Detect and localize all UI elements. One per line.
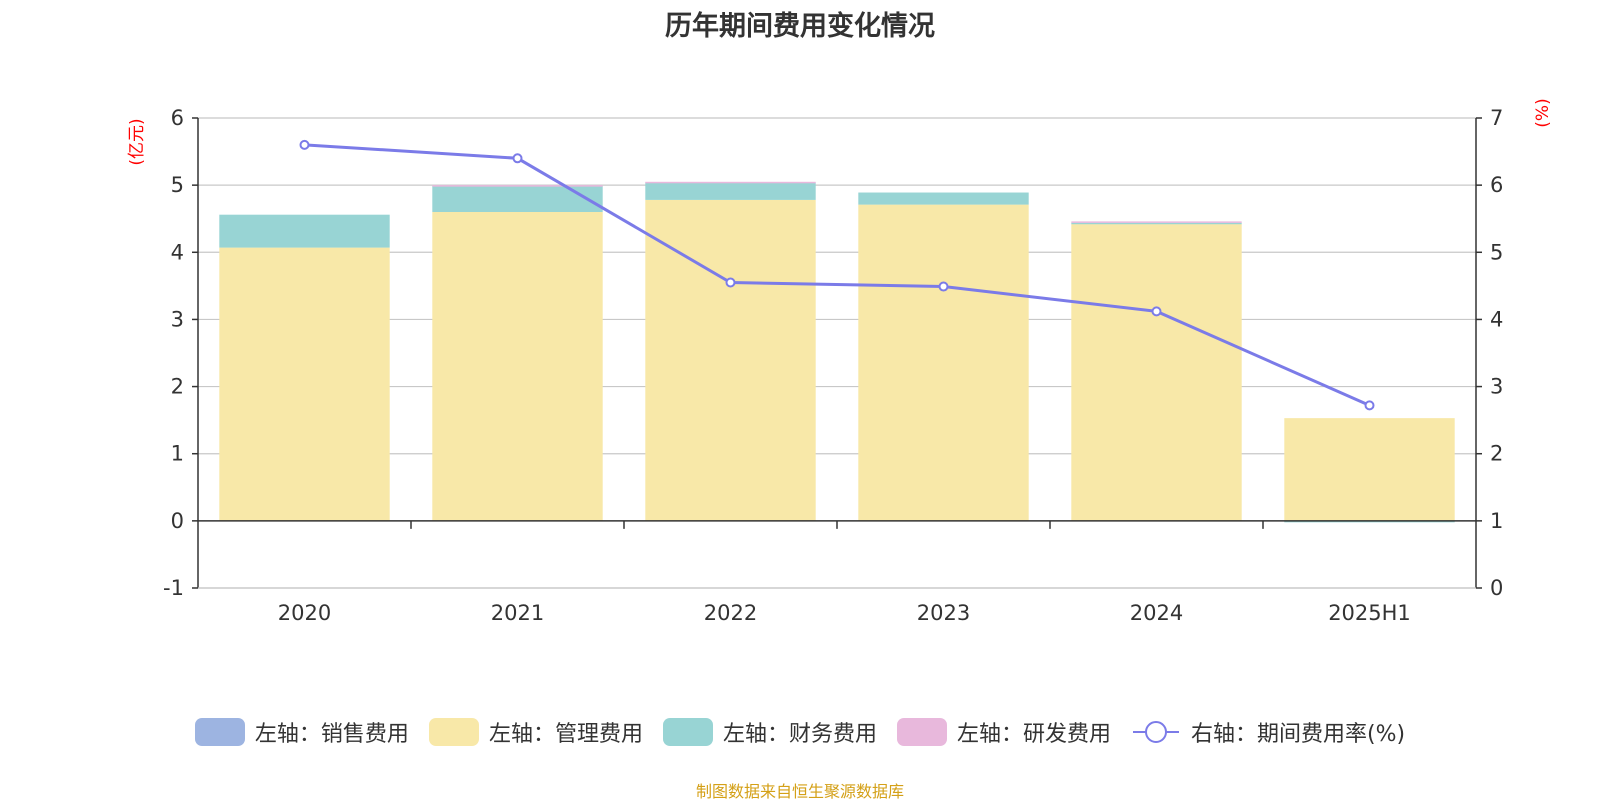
bar-segment (858, 204, 1029, 521)
expense-rate-point (1151, 306, 1162, 317)
legend-swatch-finance (662, 718, 713, 746)
left-axis-tick-label: 5 (171, 173, 184, 197)
bar-segment (645, 181, 816, 184)
legend-label-sales: 左轴：销售费用 (254, 722, 409, 747)
left-axis-tick-label: 1 (171, 442, 184, 466)
x-axis-tick-label: 2020 (278, 601, 331, 625)
expense-rate-point (938, 281, 949, 292)
right-axis-tick-label: 6 (1490, 173, 1503, 197)
x-axis-tick-label: 2021 (491, 601, 544, 625)
legend-line-marker-icon (1132, 721, 1179, 743)
bar-segment (1071, 224, 1242, 521)
legend-label-finance: 左轴：财务费用 (722, 722, 877, 747)
left-axis-unit-label: (亿元) (127, 118, 147, 165)
bar-segment (645, 199, 816, 521)
x-axis-tick-label: 2024 (1130, 601, 1183, 625)
right-axis-tick-label: 7 (1490, 106, 1503, 130)
bar-segment (432, 212, 603, 521)
x-axis-tick-label: 2023 (917, 601, 970, 625)
bar-segment (219, 247, 390, 521)
legend-item-expense-rate[interactable]: 右轴：期间费用率(%) (1131, 716, 1405, 748)
right-axis-tick-label: 3 (1490, 375, 1503, 399)
expense-rate-point (1364, 400, 1375, 411)
legend-item-sales[interactable]: 左轴：销售费用 (194, 716, 409, 748)
legend-swatch-sales (194, 718, 245, 746)
data-source-note: 制图数据来自恒生聚源数据库 (695, 782, 904, 801)
legend-label-expense-rate: 右轴：期间费用率(%) (1190, 722, 1406, 747)
right-axis-unit-label: (%) (1533, 98, 1553, 127)
right-axis-tick-label: 2 (1490, 442, 1503, 466)
bar-segment (1071, 221, 1242, 223)
legend-item-rnd[interactable]: 左轴：研发费用 (896, 716, 1111, 748)
left-axis-tick-label: 6 (171, 106, 184, 130)
x-axis-tick-label: 2025H1 (1328, 601, 1411, 625)
legend: 左轴：销售费用 左轴：管理费用 左轴：财务费用 左轴：研发费用 右轴：期间费用率… (0, 716, 1600, 748)
chart-title: 历年期间费用变化情况 (665, 11, 935, 42)
legend-swatch-admin (428, 718, 479, 746)
legend-label-rnd: 左轴：研发费用 (956, 722, 1111, 747)
x-axis-tick-label: 2022 (704, 601, 757, 625)
right-axis-tick-label: 0 (1490, 576, 1503, 600)
expense-rate-point (512, 153, 523, 164)
left-axis-tick-label: 2 (171, 375, 184, 399)
bar-segment (432, 185, 603, 187)
bar-segment (1071, 222, 1242, 225)
legend-label-admin: 左轴：管理费用 (488, 722, 643, 747)
left-axis-tick-label: 0 (171, 509, 184, 533)
bar-segment (432, 185, 603, 212)
left-axis-tick-label: 3 (171, 307, 184, 331)
legend-item-admin[interactable]: 左轴：管理费用 (428, 716, 643, 748)
bar-segment (645, 182, 816, 200)
right-axis-tick-label: 1 (1490, 509, 1503, 533)
bar-segment (219, 214, 390, 248)
expense-rate-point (725, 277, 736, 288)
left-axis-tick-label: -1 (163, 576, 184, 600)
left-axis-tick-label: 4 (171, 240, 184, 264)
expense-rate-point (299, 139, 310, 150)
legend-swatch-rnd (896, 718, 947, 746)
right-axis-tick-label: 4 (1490, 307, 1503, 331)
legend-item-finance[interactable]: 左轴：财务费用 (662, 716, 877, 748)
bar-segment (1284, 418, 1455, 521)
bar-segment (858, 192, 1029, 205)
right-axis-tick-label: 5 (1490, 240, 1503, 264)
expense-rate-line (304, 143, 1371, 407)
